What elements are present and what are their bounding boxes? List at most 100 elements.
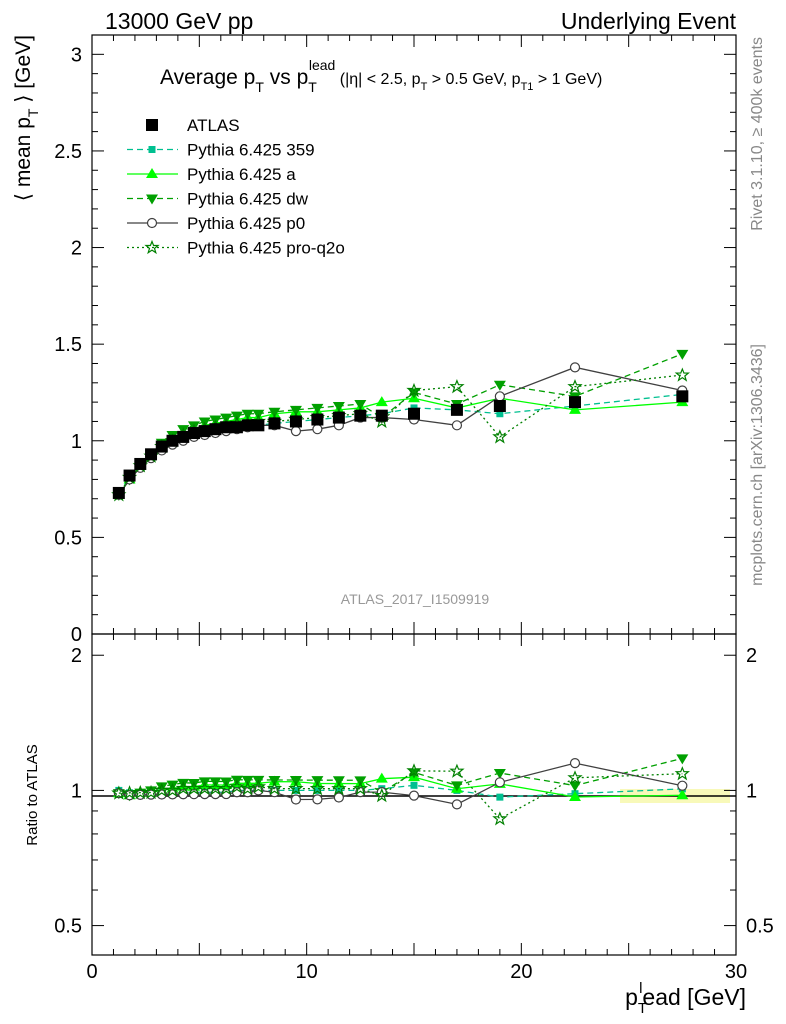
y-axis-label: ⟨ mean pT ⟩ [GeV] xyxy=(12,35,41,201)
ratio-point xyxy=(494,777,505,788)
legend-label: Pythia 6.425 p0 xyxy=(187,214,305,233)
chart-title: Average pT vs pTlead (|η| < 2.5, pT > 0.… xyxy=(160,57,602,95)
data-point xyxy=(332,411,345,424)
data-point xyxy=(252,419,265,432)
data-point xyxy=(123,469,136,482)
title-vs: vs p xyxy=(264,66,308,89)
ratio-point xyxy=(493,769,506,780)
series-line xyxy=(118,393,683,494)
title-cond-a: (|η| < 2.5, p xyxy=(335,71,420,88)
title-cond-b: > 0.5 GeV, p xyxy=(427,71,520,88)
main-y-tick-label: 0 xyxy=(71,624,82,646)
data-point xyxy=(494,391,505,402)
x-label-sub: T xyxy=(638,1000,647,1017)
y-label-sub: T xyxy=(25,108,41,117)
data-point xyxy=(311,403,324,414)
data-point xyxy=(496,410,504,418)
data-point xyxy=(220,421,233,434)
ratio-point xyxy=(496,793,504,801)
data-point xyxy=(493,399,506,412)
data-point xyxy=(155,440,168,453)
y-label-b: ⟩ [GeV] xyxy=(12,35,35,109)
ratio-point xyxy=(675,767,689,780)
x-tick-label: 30 xyxy=(725,961,747,983)
legend-label: Pythia 6.425 dw xyxy=(187,190,309,209)
rivet-label: Rivet 3.1.10, ≥ 400k events xyxy=(749,37,766,231)
legend: ATLAS Pythia 6.425 359 Pythia 6.425 a Pythi… xyxy=(127,116,345,258)
title-cond-c: > 1 GeV) xyxy=(533,71,602,88)
data-point xyxy=(241,409,254,420)
data-point xyxy=(289,405,302,416)
ratio-axis-label: Ratio to ATLAS xyxy=(24,744,41,845)
legend-marker xyxy=(146,194,158,205)
ratio-point xyxy=(312,794,323,805)
ratio-point xyxy=(332,776,345,787)
x-tick-label: 20 xyxy=(510,961,532,983)
x-axis-label: pTlead [GeV] xyxy=(625,980,746,1017)
ratio-point xyxy=(451,799,463,810)
ratio-point xyxy=(313,786,321,794)
data-point xyxy=(198,425,211,438)
mcplots-label: mcplots.cern.ch [arXiv:1306.3436] xyxy=(749,344,766,586)
data-point xyxy=(375,396,388,407)
ratio-y-tick-label-right: 2 xyxy=(746,645,757,667)
ratio-point xyxy=(677,780,688,791)
legend-marker xyxy=(146,168,158,178)
main-y-tick-label: 3 xyxy=(71,44,82,66)
ratio-point xyxy=(569,791,581,802)
data-point xyxy=(332,401,345,412)
main-panel: 00.511.522.53 Average pT vs pTlead (|η| … xyxy=(12,34,737,646)
x-label-a: p xyxy=(625,984,638,1010)
data-point xyxy=(230,421,243,434)
ratio-point xyxy=(375,772,388,783)
x-label-sup: l xyxy=(639,980,642,997)
data-point xyxy=(166,434,179,447)
ratio-point xyxy=(568,771,582,784)
legend-item-atlas: ATLAS xyxy=(146,116,240,135)
x-tick-label: 10 xyxy=(296,961,318,983)
ratio-point xyxy=(311,776,324,787)
data-point xyxy=(493,380,506,391)
data-point xyxy=(450,403,463,416)
data-point xyxy=(268,407,281,418)
header-left: 13000 GeV pp xyxy=(105,8,253,34)
ratio-point xyxy=(676,789,689,800)
ratio-point xyxy=(450,764,464,778)
data-point xyxy=(311,413,324,426)
data-point xyxy=(241,419,254,432)
data-point xyxy=(569,403,581,414)
ratio-point xyxy=(241,775,254,786)
ratio-point xyxy=(676,754,689,765)
series-line xyxy=(118,770,683,820)
data-point xyxy=(354,409,367,422)
ratio-y-tick-label-right: 0.5 xyxy=(746,916,774,938)
main-y-tick-label: 2 xyxy=(71,238,82,260)
legend-item-pythia-6-425-pro-q2o: Pythia 6.425 pro-q2o xyxy=(127,239,345,258)
ratio-panel: 0.5 0.51 12 20 10 20 30 Ratio to ATLAS pTlead … xyxy=(24,633,774,1017)
data-point xyxy=(252,409,265,420)
ratio-point xyxy=(333,792,344,803)
title-main: Average p xyxy=(160,66,255,89)
analysis-watermark: ATLAS_2017_I1509919 xyxy=(341,591,490,607)
legend-label: ATLAS xyxy=(187,116,240,135)
ratio-point xyxy=(450,781,463,792)
main-y-tick-label: 0.5 xyxy=(54,527,82,549)
data-point xyxy=(569,362,581,373)
data-point xyxy=(177,430,190,443)
data-point xyxy=(209,415,222,426)
data-point xyxy=(230,411,243,422)
legend-marker xyxy=(146,217,158,229)
y-label-a: ⟨ mean p xyxy=(12,117,35,201)
main-axis-tick-labels: 0 0.5 1 1.5 2 2.5 3 xyxy=(54,44,82,646)
legend-label: Pythia 6.425 pro-q2o xyxy=(187,239,345,258)
ratio-axis-ticks xyxy=(91,634,737,955)
data-point xyxy=(450,380,464,393)
ratio-point xyxy=(408,790,420,801)
legend-item-pythia-6-425-p0: Pythia 6.425 p0 xyxy=(127,214,305,233)
ratio-point xyxy=(335,786,343,794)
data-point xyxy=(220,413,233,424)
data-point xyxy=(134,457,147,470)
data-point xyxy=(408,407,420,420)
main-axis-ticks xyxy=(91,35,737,635)
